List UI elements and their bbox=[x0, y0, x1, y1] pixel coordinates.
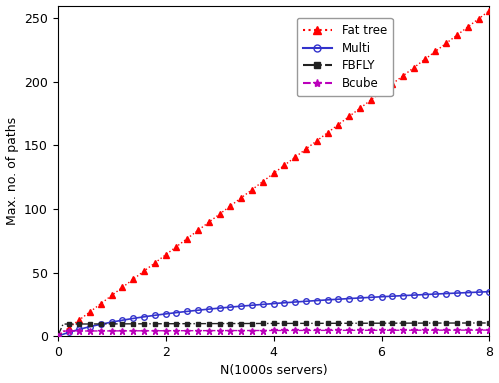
Legend: Fat tree, Multi, FBFLY, Bcube: Fat tree, Multi, FBFLY, Bcube bbox=[297, 18, 393, 96]
X-axis label: N(1000s servers): N(1000s servers) bbox=[220, 365, 327, 377]
Y-axis label: Max. no. of paths: Max. no. of paths bbox=[5, 117, 18, 225]
